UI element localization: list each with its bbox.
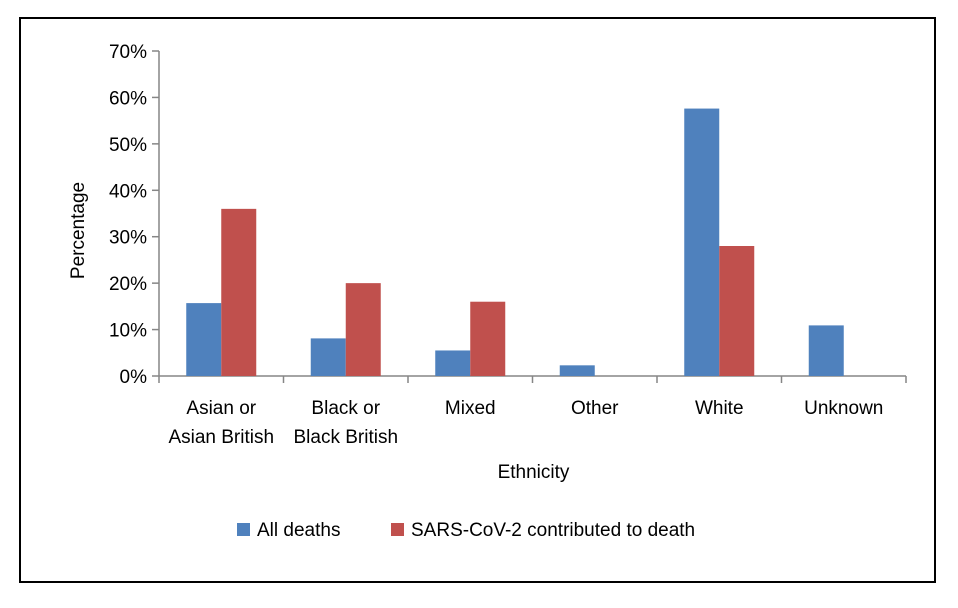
- bar-all-deaths-1: [310, 338, 346, 376]
- y-axis-title: Percentage: [68, 182, 89, 279]
- x-axis: Asian or Asian British Black or Black Briti…: [158, 375, 907, 448]
- legend-label: All deaths: [257, 520, 340, 541]
- y-tick-label: 20%: [109, 274, 147, 295]
- y-tick-label: 40%: [109, 181, 147, 202]
- x-category-label-line: Black British: [293, 427, 398, 448]
- legend-swatch: [237, 523, 250, 536]
- legend: All deaths SARS-CoV-2 contributed to deat…: [237, 520, 695, 541]
- x-category-label-line: Black or: [311, 398, 380, 419]
- x-category-label: Asian or Asian British: [168, 398, 274, 448]
- x-category-label-line: Unknown: [804, 398, 883, 419]
- bar-all-deaths-4: [684, 108, 720, 377]
- bar-sars-cov-2-1: [345, 283, 381, 376]
- chart-frame: 0% 10% 20% 30% 40% 50% 60% 70% Asian or Asian Br…: [19, 17, 936, 583]
- x-category-label: Mixed: [445, 398, 496, 419]
- x-category-label-line: Mixed: [445, 398, 496, 419]
- x-category-label-line: Asian British: [168, 427, 274, 448]
- bar-chart: 0% 10% 20% 30% 40% 50% 60% 70% Asian or Asian Br…: [68, 42, 907, 541]
- y-tick-label: 50%: [109, 135, 147, 156]
- y-axis: 0% 10% 20% 30% 40% 50% 60% 70%: [109, 42, 160, 388]
- x-category-label-line: Other: [571, 398, 619, 419]
- bar-all-deaths-0: [186, 303, 222, 376]
- y-tick-label: 10%: [109, 321, 147, 342]
- y-tick-label: 30%: [109, 228, 147, 249]
- bar-all-deaths-3: [559, 365, 595, 376]
- x-category-label-line: White: [695, 398, 744, 419]
- legend-label: SARS-CoV-2 contributed to death: [411, 520, 695, 541]
- x-category-label-line: Asian or: [186, 398, 256, 419]
- x-category-label: Other: [571, 398, 619, 419]
- x-category-label: Black or Black British: [293, 398, 398, 448]
- bar-all-deaths-2: [435, 350, 471, 376]
- y-tick-label: 60%: [109, 88, 147, 109]
- bar-all-deaths-5: [808, 325, 844, 376]
- legend-swatch: [391, 523, 404, 536]
- x-category-label: White: [695, 398, 744, 419]
- bar-sars-cov-2-0: [221, 208, 257, 376]
- x-category-label: Unknown: [804, 398, 883, 419]
- y-tick-label: 0%: [120, 367, 148, 388]
- bars: [186, 108, 844, 377]
- y-tick-label: 70%: [109, 42, 147, 63]
- bar-sars-cov-2-4: [719, 246, 755, 376]
- bar-sars-cov-2-2: [470, 301, 506, 376]
- x-axis-title: Ethnicity: [498, 462, 570, 483]
